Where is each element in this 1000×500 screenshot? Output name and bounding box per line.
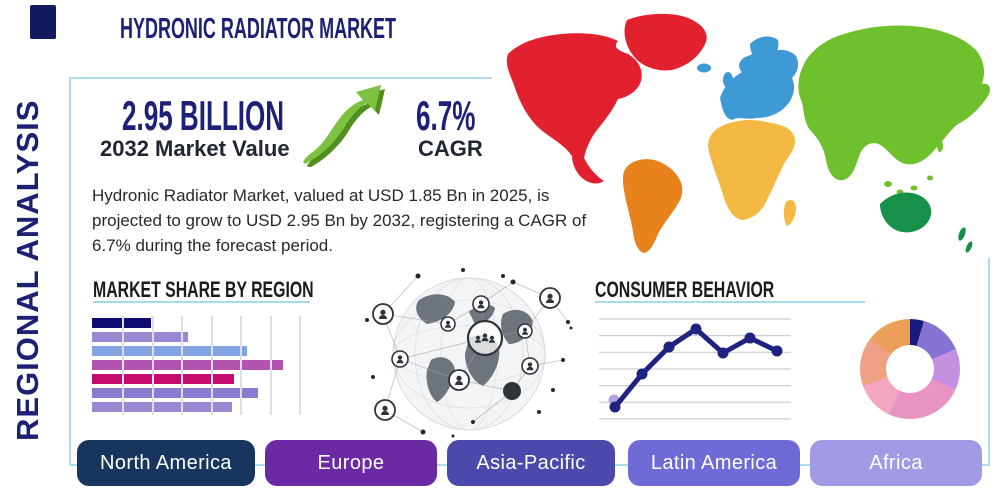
region-button-europe[interactable]: Europe [265,440,437,486]
cagr-label: CAGR [418,136,483,161]
map-island [910,185,918,191]
map-region-north-america [506,33,642,184]
map-region-south-america [622,159,683,253]
cagr-number: 6.7% [416,92,476,139]
person-node-filled [503,382,521,400]
consumer-behavior-chart-wrap [597,308,797,423]
line-chart-point-0 [609,401,621,413]
line-chart-point-2 [663,341,675,353]
market-summary-text: Hydronic Radiator Market, valued at USD … [92,186,587,255]
region-button-north-america[interactable]: North America [77,440,255,486]
bar-chart-gridline [151,316,154,415]
map-region-asia [798,25,990,181]
line-chart-point-5 [744,332,756,344]
donut-hole [886,345,934,393]
line-chart-point-4 [717,347,729,359]
page-title-text: HYDRONIC RADIATOR MARKET [120,13,397,45]
market-share-bar-0 [92,318,152,328]
world-map [492,6,992,258]
bar-chart-gridline [181,316,183,415]
map-region-philippines [937,140,943,152]
market-share-bar-1 [92,332,189,342]
line-chart-point-3 [690,323,702,335]
map-region-japan [958,96,966,112]
bar-chart-gridline [299,316,301,415]
region-button-row: North America Europe Asia-Pacific Latin Ame… [0,440,1000,486]
cagr-stat: 6.7% [416,95,512,137]
map-island [884,181,892,187]
market-share-bar-6 [92,402,233,412]
bar-chart-gridline [210,316,213,415]
global-network-illustration [363,262,575,442]
market-share-bar-chart [92,313,311,417]
line-chart-point-1 [636,368,648,380]
market-value-stat: 2.95 BILLION [122,95,383,137]
arrow-body [303,85,381,164]
consumer-behavior-heading: CONSUMER BEHAVIOR [595,279,844,301]
map-region-africa [708,120,796,220]
consumer-behavior-underline [595,301,865,303]
group-node [466,319,504,357]
region-button-asia-pacific[interactable]: Asia-Pacific [447,440,615,486]
market-share-heading: MARKET SHARE BY REGION [93,279,399,301]
market-share-bar-2 [92,346,248,356]
bar-chart-gridline [240,316,242,415]
growth-arrow-icon [295,82,385,168]
map-region-new-zealand [958,227,966,241]
map-region-greenland [624,13,707,71]
line-chart-point-6 [771,345,783,357]
consumer-behavior-heading-text: CONSUMER BEHAVIOR [595,277,775,302]
market-value-number: 2.95 BILLION [122,92,285,139]
map-region-new-zealand [965,241,973,253]
page-title: HYDRONIC RADIATOR MARKET [120,14,565,44]
market-share-underline [93,301,310,303]
market-share-heading-text: MARKET SHARE BY REGION [93,277,314,302]
region-button-africa[interactable]: Africa [810,440,982,486]
regional-share-donut [860,319,960,419]
market-value-label: 2032 Market Value [100,136,290,161]
bar-chart-gridline [269,316,272,415]
map-region-iceland [697,63,711,73]
network-person-nodes [372,287,561,421]
map-region-europe [720,49,799,121]
map-region-madagascar [783,200,796,226]
globe-network-svg [365,268,573,438]
consumer-behavior-chart [599,318,791,420]
bar-chart-gridline [122,316,124,415]
network-dots [365,268,573,438]
side-label: REGIONAL ANALYSIS [10,99,45,441]
map-island [927,175,933,181]
growth-arrow-svg [303,85,385,168]
map-region-australia [880,192,932,233]
market-share-bar-4 [92,374,235,384]
brand-mark [30,5,56,39]
market-share-bar-5 [92,388,259,398]
region-button-latin-america[interactable]: Latin America [628,440,800,486]
market-share-bar-3 [92,360,283,370]
world-map-svg [506,13,990,253]
